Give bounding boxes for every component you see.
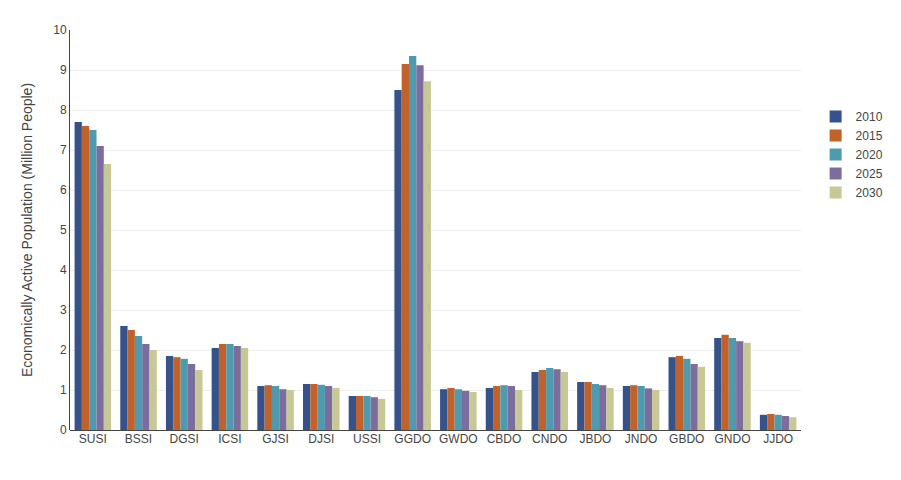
svg-text:JNDO: JNDO bbox=[625, 432, 658, 446]
svg-text:3: 3 bbox=[60, 303, 67, 317]
svg-text:BSSI: BSSI bbox=[125, 432, 152, 446]
svg-text:9: 9 bbox=[60, 63, 67, 77]
svg-text:8: 8 bbox=[60, 103, 67, 117]
svg-text:2015: 2015 bbox=[856, 129, 883, 143]
svg-text:GBDO: GBDO bbox=[669, 432, 704, 446]
svg-text:CBDO: CBDO bbox=[487, 432, 522, 446]
svg-text:JJDO: JJDO bbox=[763, 432, 793, 446]
svg-text:Economically Active Population: Economically Active Population (Million … bbox=[19, 83, 35, 377]
svg-text:CNDO: CNDO bbox=[532, 432, 567, 446]
svg-text:0: 0 bbox=[60, 423, 67, 437]
svg-text:2030: 2030 bbox=[856, 186, 883, 200]
svg-text:5: 5 bbox=[60, 223, 67, 237]
svg-text:ICSI: ICSI bbox=[218, 432, 241, 446]
svg-text:GGDO: GGDO bbox=[394, 432, 431, 446]
svg-text:DGSI: DGSI bbox=[170, 432, 199, 446]
svg-text:6: 6 bbox=[60, 183, 67, 197]
svg-text:10: 10 bbox=[53, 23, 67, 37]
svg-text:4: 4 bbox=[60, 263, 67, 277]
svg-text:1: 1 bbox=[60, 383, 67, 397]
svg-text:2020: 2020 bbox=[856, 148, 883, 162]
svg-text:2025: 2025 bbox=[856, 167, 883, 181]
svg-text:2010: 2010 bbox=[856, 110, 883, 124]
svg-text:GJSI: GJSI bbox=[262, 432, 289, 446]
svg-text:GWDO: GWDO bbox=[439, 432, 478, 446]
svg-text:SUSI: SUSI bbox=[79, 432, 107, 446]
svg-text:2: 2 bbox=[60, 343, 67, 357]
svg-text:JBDO: JBDO bbox=[579, 432, 611, 446]
svg-text:GNDO: GNDO bbox=[714, 432, 750, 446]
svg-text:7: 7 bbox=[60, 143, 67, 157]
svg-text:USSI: USSI bbox=[353, 432, 381, 446]
svg-text:DJSI: DJSI bbox=[308, 432, 334, 446]
